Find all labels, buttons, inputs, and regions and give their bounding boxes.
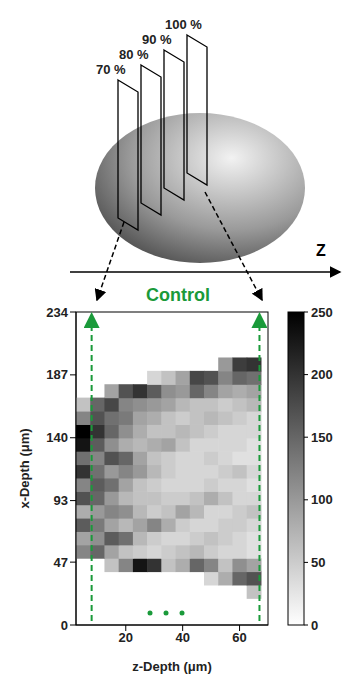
- svg-text:47: 47: [54, 555, 68, 570]
- svg-text:0: 0: [61, 618, 68, 633]
- svg-text:Control: Control: [146, 285, 210, 305]
- svg-text:50: 50: [311, 555, 325, 570]
- svg-text:100 %: 100 %: [165, 17, 202, 32]
- svg-text:150: 150: [311, 430, 333, 445]
- svg-text:0: 0: [311, 618, 318, 633]
- svg-text:250: 250: [311, 305, 333, 320]
- svg-text:90 %: 90 %: [142, 32, 172, 47]
- svg-text:x-Depth (μm): x-Depth (μm): [17, 428, 32, 508]
- svg-text:Z: Z: [316, 242, 326, 259]
- svg-text:20: 20: [119, 630, 133, 645]
- svg-text:200: 200: [311, 367, 333, 382]
- svg-text:80 %: 80 %: [119, 47, 149, 62]
- svg-text:187: 187: [46, 367, 68, 382]
- svg-text:234: 234: [46, 305, 68, 320]
- svg-text:70 %: 70 %: [96, 62, 126, 77]
- svg-text:93: 93: [54, 493, 68, 508]
- svg-text:60: 60: [232, 630, 246, 645]
- svg-text:40: 40: [175, 630, 189, 645]
- svg-text:z-Depth (μm): z-Depth (μm): [132, 659, 211, 674]
- svg-text:140: 140: [46, 430, 68, 445]
- svg-text:100: 100: [311, 492, 333, 507]
